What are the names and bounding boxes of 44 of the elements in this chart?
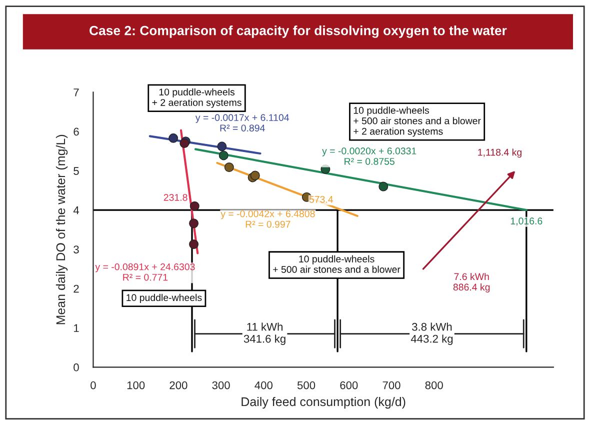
annotation: y = -0.0017x + 6.1104 R² = 0.894	[195, 114, 290, 132]
x-tick-label: 200	[170, 381, 188, 390]
point	[378, 182, 388, 192]
y-tick-label: 5	[74, 167, 79, 175]
x-tick-label: 100	[127, 381, 145, 390]
annotation: 231.8	[164, 194, 188, 201]
point	[224, 162, 234, 172]
annotation: 1,016.6	[510, 218, 542, 226]
annotation: 3.8 kWh 443.2 kg	[410, 322, 453, 345]
annotation: y = -0.0042x + 6.4808 R² = 0.997	[220, 210, 315, 228]
annotation: 10 puddle-wheels + 500 air stones and a blower + 2 aeration systems	[354, 106, 481, 137]
annotation: 7.6 kWh 886.4 kg	[453, 272, 490, 292]
annotation: 10 puddle-wheels + 500 air stones and a blower	[273, 255, 400, 273]
y-tick-label: 6	[74, 128, 79, 136]
annotation: 10 puddle-wheels	[126, 294, 202, 303]
y-tick-label: 4	[73, 206, 80, 214]
point	[168, 133, 178, 143]
annotation: 10 puddle-wheels + 2 aeration systems	[152, 88, 242, 108]
x-tick-label: 0	[90, 381, 96, 390]
annotation: 1,118.4 kg	[478, 148, 522, 158]
x-tick-label: 300	[212, 381, 230, 390]
x-tick-label: 500	[297, 381, 316, 390]
annotation: 11 kWh 341.6 kg	[244, 322, 286, 345]
x-tick-label: 700	[382, 381, 400, 390]
x-tick-label: 600	[340, 381, 358, 390]
annotation: 573.4	[309, 196, 334, 203]
point	[189, 239, 199, 249]
annotation: y = -0.0891x + 24.6303 R² = 0.771	[95, 263, 195, 281]
x-tick-label: 400	[254, 381, 272, 390]
annotation: y = -0.0020x + 6.0331 R² = 0.8755	[322, 148, 416, 165]
point	[218, 150, 228, 160]
y-tick-label: 2	[74, 284, 79, 293]
point	[190, 201, 200, 211]
x-axis-title: Daily feed consumption (kg/d)	[242, 396, 406, 409]
point	[217, 142, 227, 152]
x-tick-label: 800	[425, 381, 443, 390]
y-tick-label: 7	[74, 88, 79, 96]
y-tick-label: 1	[74, 324, 79, 332]
y-axis-title: Mean daily DO of the water (mg/L)	[56, 134, 68, 324]
point	[250, 170, 260, 180]
y-tick-label: 3	[74, 246, 79, 254]
y-tick-label: 0	[74, 363, 79, 372]
chart-title: Case 2: Comparison of capacity for dissolving oxygen to the water	[90, 26, 507, 38]
point	[189, 218, 199, 228]
